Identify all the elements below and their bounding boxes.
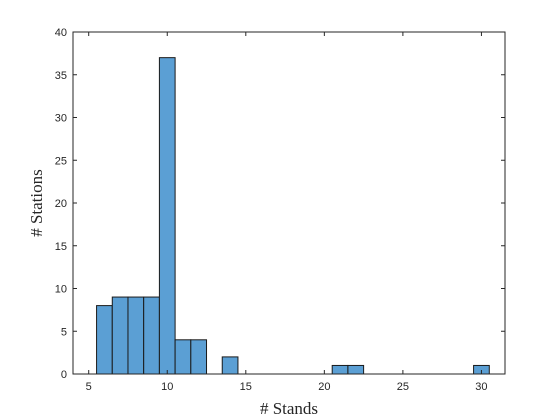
histogram-bar [143, 296, 160, 375]
y-axis-label: # Stations [27, 169, 46, 237]
histogram-bar [111, 296, 129, 375]
histogram-bar [127, 296, 145, 375]
y-tick-label: 20 [55, 198, 67, 210]
y-tick-label: 10 [55, 284, 67, 296]
histogram-bar [174, 339, 192, 375]
y-tick-label: 0 [61, 369, 67, 381]
histogram-bar [347, 364, 365, 375]
x-tick-label: 10 [161, 381, 173, 393]
y-tick-label: 40 [55, 27, 67, 39]
histogram-bar [158, 57, 176, 375]
histogram-bar [331, 364, 349, 375]
histogram-bar [190, 339, 208, 375]
y-tick-label: 25 [55, 155, 67, 167]
histogram-bar [221, 356, 239, 375]
x-tick-label: 25 [397, 381, 409, 393]
bars-layer [96, 57, 490, 375]
histogram-bar [96, 305, 113, 375]
x-tick-label: 30 [475, 381, 487, 393]
y-tick-label: 35 [55, 70, 67, 82]
y-tick-label: 5 [61, 326, 67, 338]
x-tick-label: 5 [86, 381, 92, 393]
x-tick-label: 15 [240, 381, 252, 393]
y-tick-label: 30 [55, 113, 67, 125]
y-tick-label: 15 [55, 241, 67, 253]
axes-layer: 5 10 15 20 25 30 0 5 10 15 20 25 30 35 40 [55, 27, 506, 393]
x-tick-label: 20 [318, 381, 330, 393]
x-axis-label: # Stands [260, 399, 318, 418]
